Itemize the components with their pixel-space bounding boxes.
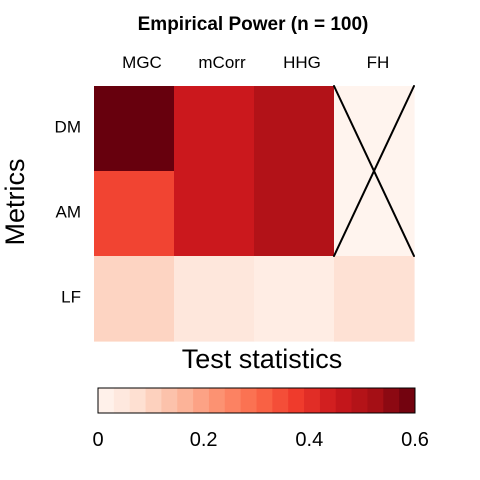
cell-lf-mgc xyxy=(94,256,175,342)
colorbar-step xyxy=(145,388,162,413)
cell-am-mgc xyxy=(94,171,175,257)
colorbar-step xyxy=(351,388,368,413)
colorbar-tick-label: 0.6 xyxy=(401,429,429,451)
cell-lf-fh xyxy=(334,256,415,342)
column-label-hhg: HHG xyxy=(283,53,321,72)
row-label-am: AM xyxy=(56,202,82,221)
column-labels: MGC mCorr HHG FH xyxy=(122,53,389,72)
x-axis-label: Test statistics xyxy=(182,344,343,374)
cell-lf-hhg xyxy=(254,256,335,342)
colorbar-step xyxy=(208,388,226,413)
colorbar xyxy=(97,387,416,414)
cell-am-fh xyxy=(334,171,415,257)
colorbar-step xyxy=(240,388,257,413)
column-label-fh: FH xyxy=(367,53,390,72)
colorbar-step xyxy=(335,388,353,413)
y-axis-label: Metrics xyxy=(0,159,30,246)
row-label-lf: LF xyxy=(61,287,81,306)
colorbar-frame xyxy=(97,387,416,414)
heatmap-cells xyxy=(94,86,415,342)
colorbar-tick-label: 0 xyxy=(92,429,103,451)
cross-line-fh-2 xyxy=(333,85,415,257)
colorbar-tick-label: 0.4 xyxy=(295,429,323,451)
chart-title: Empirical Power (n = 100) xyxy=(138,14,369,35)
colorbar-step xyxy=(161,388,178,413)
colorbar-step xyxy=(272,388,289,413)
cell-dm-mcorr xyxy=(174,86,255,172)
colorbar-step xyxy=(113,388,131,413)
cell-am-mcorr xyxy=(174,171,255,257)
cell-dm-mgc xyxy=(94,86,175,172)
cell-dm-fh xyxy=(334,86,415,172)
colorbar-step xyxy=(367,388,384,413)
colorbar-step xyxy=(129,388,147,413)
cell-dm-hhg xyxy=(254,86,335,172)
row-labels: DM AM LF xyxy=(55,117,81,306)
colorbar-step xyxy=(304,388,321,413)
cell-am-hhg xyxy=(254,171,335,257)
colorbar-step xyxy=(288,388,305,413)
colorbar-step xyxy=(399,388,416,413)
row-label-dm: DM xyxy=(55,117,81,136)
colorbar-step xyxy=(224,388,242,413)
not-applicable-marks xyxy=(333,85,415,257)
colorbar-tick-label: 0.2 xyxy=(190,429,218,451)
colorbar-step xyxy=(193,388,210,413)
column-label-mcorr: mCorr xyxy=(198,53,246,72)
cell-lf-mcorr xyxy=(174,256,255,342)
colorbar-step xyxy=(98,388,115,413)
colorbar-step xyxy=(383,388,400,413)
colorbar-step xyxy=(177,388,194,413)
column-label-mgc: MGC xyxy=(122,53,162,72)
colorbar-step xyxy=(256,388,273,413)
colorbar-step xyxy=(319,388,337,413)
colorbar-tick-labels: 0 0.2 0.4 0.6 xyxy=(92,429,428,451)
